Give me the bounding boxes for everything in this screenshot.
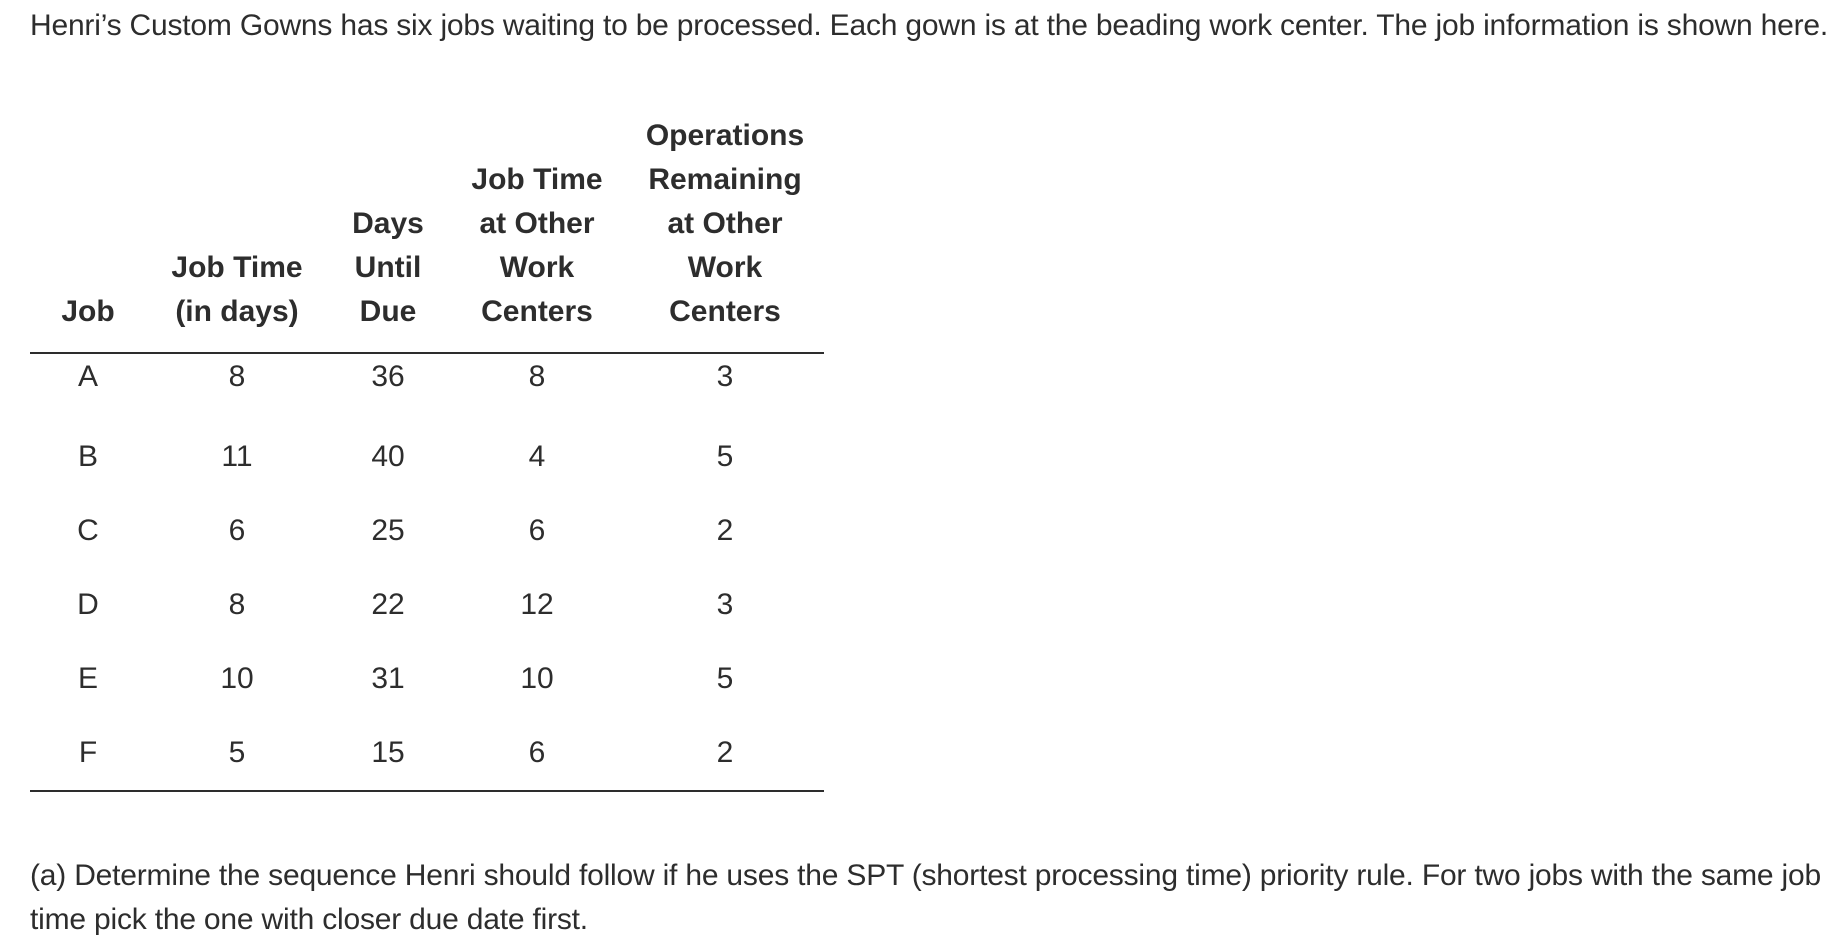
table-header-row: Job Job Time (in days) Days Until Due Jo… <box>30 114 824 354</box>
table-row: F 5 15 6 2 <box>30 716 824 792</box>
header-days-until-due: Days Until Due <box>328 114 448 354</box>
cell-days-until-due: 15 <box>328 716 448 792</box>
table-row: D 8 22 12 3 <box>30 568 824 642</box>
cell-job-time: 11 <box>221 440 253 473</box>
cell-job: B <box>77 440 98 473</box>
table-row: C 6 25 6 2 <box>30 494 824 568</box>
cell-job: E <box>77 662 98 695</box>
table-row: E 10 31 10 5 <box>30 642 824 716</box>
cell-operations-remaining: 3 <box>716 588 734 621</box>
cell-job-time-other: 6 <box>528 514 546 547</box>
cell-job: C <box>77 514 99 547</box>
cell-job-time-other: 10 <box>520 662 554 695</box>
cell-job-time: 10 <box>220 662 254 695</box>
cell-job-time-other: 6 <box>448 716 626 792</box>
cell-days-until-due: 22 <box>371 588 405 621</box>
cell-operations-remaining: 3 <box>716 360 734 393</box>
cell-job: F <box>30 716 146 792</box>
job-information-table: Job Job Time (in days) Days Until Due Jo… <box>30 114 824 792</box>
cell-job-time: 8 <box>228 360 246 393</box>
cell-days-until-due: 40 <box>371 440 405 473</box>
cell-job: D <box>77 588 99 621</box>
cell-job-time-other: 4 <box>528 440 546 473</box>
header-job: Job <box>30 114 146 354</box>
cell-job: A <box>77 360 98 393</box>
cell-operations-remaining: 5 <box>716 440 734 473</box>
cell-days-until-due: 36 <box>371 360 405 393</box>
cell-operations-remaining: 5 <box>716 662 734 695</box>
cell-days-until-due: 25 <box>371 514 405 547</box>
cell-job-time-other: 12 <box>520 588 554 621</box>
cell-job-time: 5 <box>146 716 328 792</box>
cell-days-until-due: 31 <box>371 662 405 695</box>
cell-operations-remaining: 2 <box>716 514 734 547</box>
cell-job-time: 6 <box>228 514 246 547</box>
question-paragraph: (a) Determine the sequence Henri should … <box>30 859 1821 936</box>
header-job-time: Job Time (in days) <box>146 114 328 354</box>
header-operations-remaining: Operations Remaining at Other Work Cente… <box>626 114 824 354</box>
header-job-time-other-centers: Job Time at Other Work Centers <box>448 114 626 354</box>
cell-job-time: 8 <box>228 588 246 621</box>
cell-operations-remaining: 2 <box>626 716 824 792</box>
table-row: A 8 36 8 3 <box>30 353 824 420</box>
cell-job-time-other: 8 <box>528 360 546 393</box>
intro-paragraph: Henri’s Custom Gowns has six jobs waitin… <box>30 9 1829 42</box>
table-row: B 11 40 4 5 <box>30 420 824 494</box>
